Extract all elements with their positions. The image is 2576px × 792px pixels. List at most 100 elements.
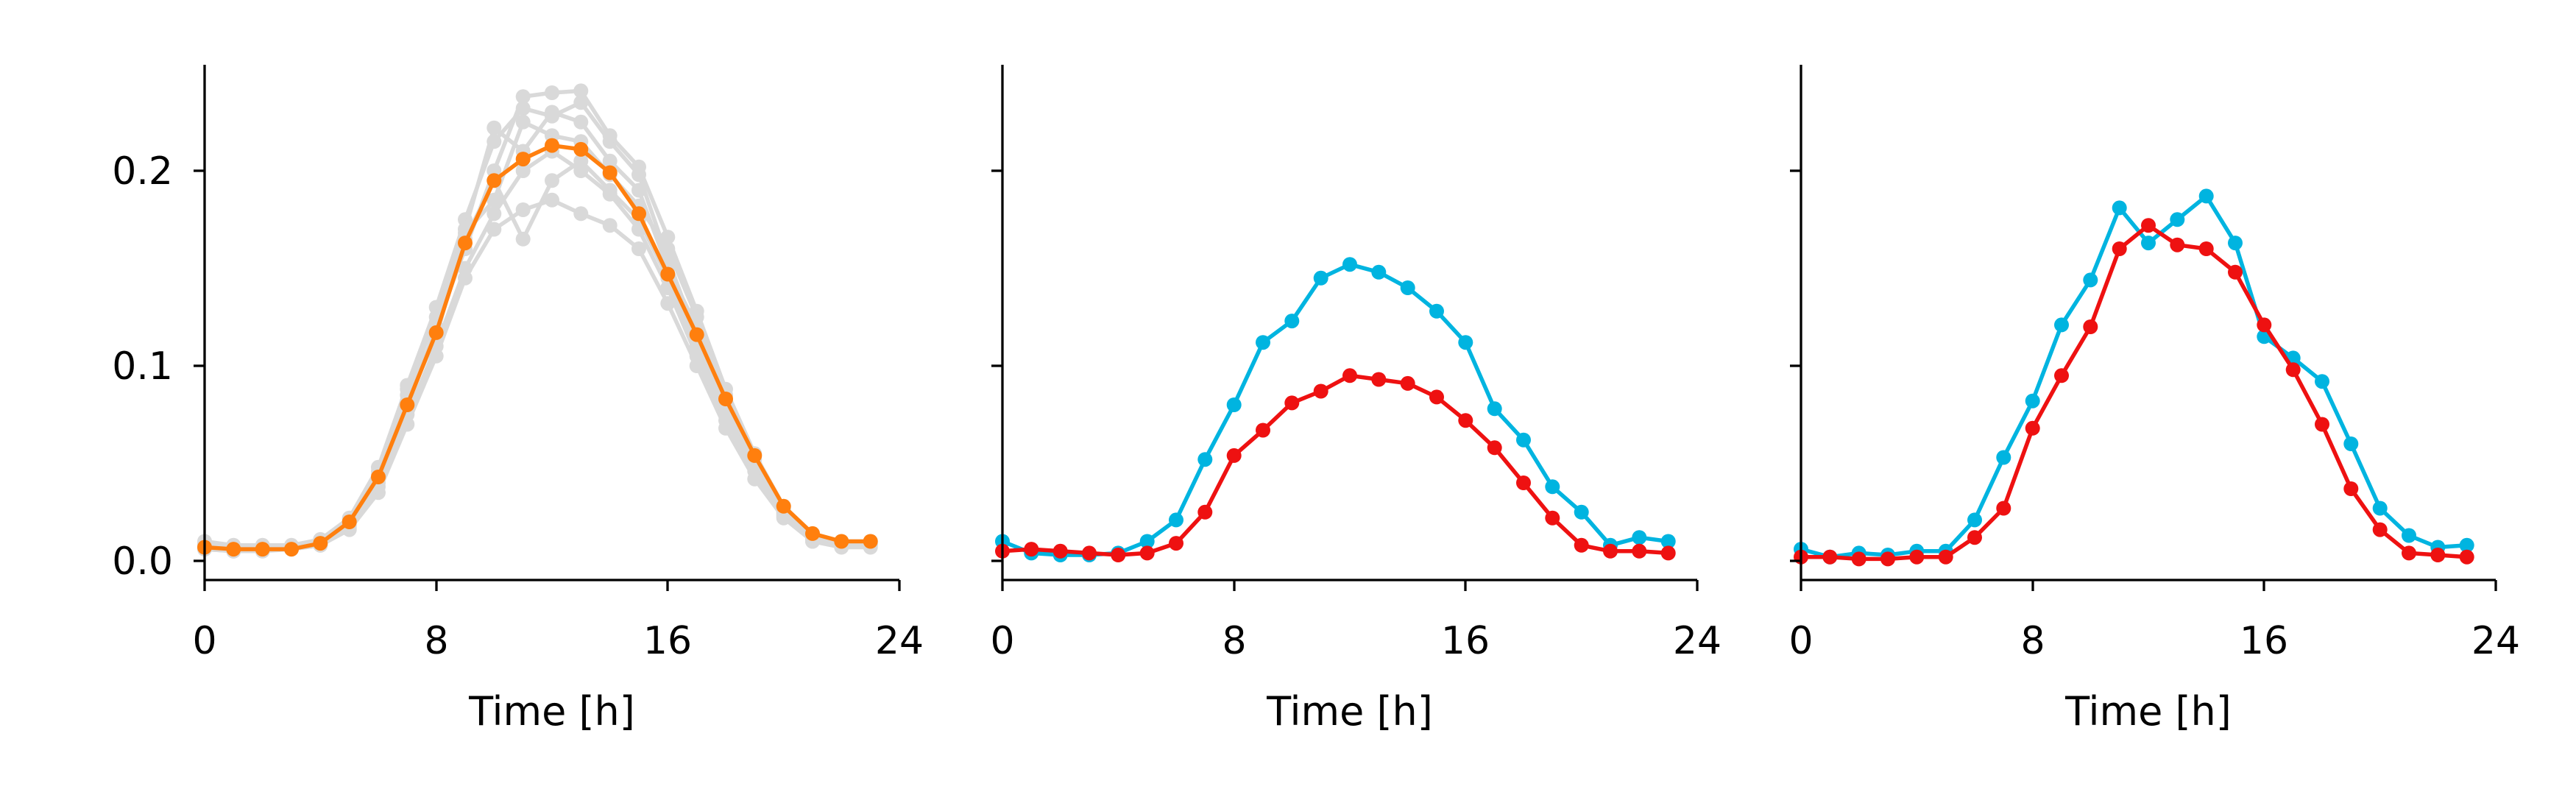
background-series-point bbox=[689, 309, 704, 325]
series-point bbox=[1284, 314, 1300, 329]
series-point bbox=[1487, 401, 1502, 417]
series-point bbox=[1660, 534, 1676, 549]
series-point bbox=[2112, 200, 2127, 216]
series-point bbox=[1632, 543, 1647, 559]
series-point bbox=[1603, 543, 1618, 559]
x-tick-label-8: 8 bbox=[2020, 619, 2045, 663]
chart-panel-1: 0 8 16 24 0.0 0.1 0.2 Time [h] bbox=[112, 65, 924, 735]
x-tick-label-24: 24 bbox=[2471, 619, 2520, 663]
series-point bbox=[486, 173, 502, 188]
series-layer bbox=[995, 257, 1676, 562]
series-point bbox=[545, 138, 559, 153]
y-ticks bbox=[991, 169, 1002, 562]
series-point bbox=[1052, 543, 1068, 559]
series-point bbox=[1313, 383, 1328, 399]
background-series-point bbox=[486, 222, 502, 237]
background-series-point bbox=[631, 183, 646, 198]
series-point bbox=[2228, 264, 2243, 280]
series-point bbox=[1967, 512, 1982, 528]
chart-panel-2: 0 8 16 24 Time [h] bbox=[990, 65, 1722, 735]
series-point bbox=[1197, 504, 1213, 520]
series-point bbox=[1574, 504, 1589, 520]
background-series-point bbox=[515, 114, 531, 130]
x-ticks: 0 8 16 24 bbox=[192, 580, 924, 663]
series-point bbox=[1082, 545, 1097, 561]
series-point bbox=[863, 534, 878, 549]
series-point bbox=[602, 165, 618, 180]
series-point bbox=[776, 498, 791, 514]
background-series-point bbox=[458, 261, 473, 276]
x-tick-label-24: 24 bbox=[1673, 619, 1722, 663]
series-point bbox=[1024, 542, 1039, 557]
series-0 bbox=[197, 138, 878, 557]
series-point bbox=[515, 152, 531, 167]
series-point bbox=[689, 327, 704, 342]
series-point bbox=[458, 236, 473, 251]
series-point bbox=[1545, 479, 1560, 495]
x-axis-title: Time [h] bbox=[1266, 688, 1433, 735]
series-point bbox=[2141, 218, 2156, 233]
x-tick-label-0: 0 bbox=[192, 619, 216, 663]
background-series-0 bbox=[197, 95, 878, 553]
x-tick-label-16: 16 bbox=[2240, 619, 2288, 663]
background-series-point bbox=[602, 153, 618, 169]
series-point bbox=[2343, 481, 2359, 496]
series-point bbox=[631, 206, 646, 222]
series-point bbox=[2083, 319, 2098, 334]
series-point bbox=[1880, 551, 1895, 567]
series-line bbox=[1001, 262, 1669, 557]
series-point bbox=[1996, 501, 2011, 516]
chart-panel-3: 0 8 16 24 Time [h] bbox=[1788, 65, 2520, 735]
background-series-point bbox=[486, 192, 502, 208]
x-ticks: 0 8 16 24 bbox=[990, 580, 1722, 663]
series-point bbox=[2054, 317, 2069, 333]
series-point bbox=[1226, 448, 1242, 463]
series-point bbox=[1429, 389, 1444, 405]
y-tick-label-0.0: 0.0 bbox=[112, 540, 173, 584]
y-ticks: 0.0 0.1 0.2 bbox=[112, 149, 205, 584]
series-point bbox=[1429, 303, 1444, 319]
background-series-point bbox=[515, 89, 531, 105]
background-series-point bbox=[602, 186, 618, 202]
series-point bbox=[2054, 368, 2069, 383]
series-point bbox=[2402, 545, 2416, 561]
series-point bbox=[2285, 362, 2301, 378]
background-series-point bbox=[689, 348, 704, 364]
series-point bbox=[1632, 530, 1647, 545]
series-point bbox=[400, 397, 415, 412]
series-line bbox=[1801, 223, 2467, 562]
series-point bbox=[255, 542, 270, 557]
series-point bbox=[2228, 236, 2243, 251]
series-point bbox=[1851, 551, 1866, 567]
y-tick-label-0.1: 0.1 bbox=[112, 344, 173, 389]
x-axis-title: Time [h] bbox=[468, 688, 635, 735]
series-point bbox=[284, 542, 299, 557]
x-tick-label-24: 24 bbox=[875, 619, 924, 663]
series-point bbox=[573, 141, 589, 157]
series-point bbox=[1458, 413, 1473, 428]
background-series-point bbox=[515, 231, 531, 247]
x-tick-label-8: 8 bbox=[424, 619, 448, 663]
series-point bbox=[2343, 436, 2359, 451]
series-point bbox=[2315, 417, 2329, 432]
background-series-point bbox=[631, 159, 646, 174]
background-series-point bbox=[545, 192, 559, 208]
x-ticks: 0 8 16 24 bbox=[1788, 580, 2520, 663]
background-series-point bbox=[631, 241, 646, 256]
x-tick-label-16: 16 bbox=[643, 619, 692, 663]
background-series-point bbox=[718, 413, 733, 428]
background-series-point bbox=[545, 173, 559, 188]
series-point bbox=[2372, 501, 2388, 516]
series-point bbox=[2170, 212, 2185, 227]
series-0 bbox=[995, 257, 1676, 562]
series-point bbox=[1996, 450, 2011, 465]
series-point bbox=[1284, 395, 1300, 411]
series-1 bbox=[995, 368, 1676, 562]
series-point bbox=[2430, 548, 2446, 562]
series-point bbox=[2257, 317, 2272, 333]
x-tick-label-0: 0 bbox=[990, 619, 1014, 663]
series-point bbox=[1139, 534, 1155, 549]
series-point bbox=[1226, 397, 1242, 412]
series-point bbox=[747, 448, 762, 463]
series-point bbox=[1256, 422, 1270, 438]
